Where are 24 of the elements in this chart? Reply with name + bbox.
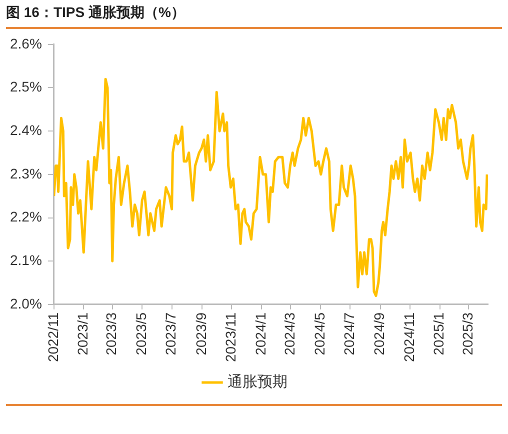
y-tick-label: 2.2% xyxy=(10,208,42,225)
y-tick-label: 2.1% xyxy=(10,252,42,268)
x-tick-label: 2023/9 xyxy=(192,312,209,356)
y-tick-label: 2.4% xyxy=(10,122,42,138)
y-tick-label: 2.0% xyxy=(10,295,42,312)
x-tick-label: 2023/5 xyxy=(132,312,149,356)
x-tick-label: 2025/1 xyxy=(430,312,447,356)
y-tick-label: 2.6% xyxy=(10,35,42,52)
x-tick-label: 2024/7 xyxy=(340,312,357,356)
x-tick-label: 2024/11 xyxy=(400,312,417,362)
x-tick-label: 2023/11 xyxy=(222,312,239,362)
x-tick-label: 2023/1 xyxy=(74,312,90,356)
legend-label: 通胀预期 xyxy=(227,374,288,391)
y-tick-label: 2.5% xyxy=(10,78,42,95)
x-tick-label: 2023/7 xyxy=(162,312,179,356)
chart-title: 图 16：TIPS 通胀预期（%） xyxy=(6,4,502,29)
x-tick-label: 2025/3 xyxy=(459,312,476,356)
y-tick-label: 2.3% xyxy=(10,165,42,182)
x-tick-label: 2024/9 xyxy=(371,312,388,356)
x-tick-label: 2024/1 xyxy=(252,312,268,356)
x-tick-label: 2024/5 xyxy=(311,312,328,356)
x-tick-label: 2022/11 xyxy=(44,312,61,362)
x-tick-label: 2024/3 xyxy=(282,312,298,356)
x-tick-label: 2023/3 xyxy=(103,312,120,356)
